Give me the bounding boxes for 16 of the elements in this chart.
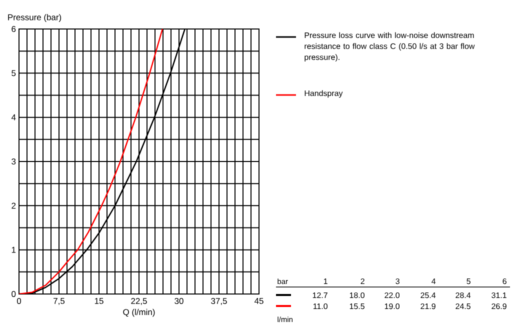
- y-tick-label: 4: [11, 114, 16, 120]
- x-tick-label: 7,5: [54, 298, 65, 305]
- y-tick-label: 0: [12, 291, 16, 297]
- x-tick-label: 0: [16, 298, 22, 304]
- y-tick-label: 1: [12, 246, 16, 253]
- y-tick-label: 5: [12, 70, 16, 76]
- x-tick-label: 30: [174, 298, 184, 304]
- x-tick-label: 15: [94, 298, 104, 304]
- x-tick-label: 37,5: [211, 298, 227, 306]
- y-tick-label: 2: [12, 202, 16, 209]
- y-tick-label: 6: [12, 26, 16, 32]
- x-tick-label: 22,5: [131, 298, 147, 306]
- x-axis-title: Q (l/min): [123, 308, 155, 317]
- y-axis-title: Pressure (bar): [8, 14, 62, 22]
- x-tick-label: 45: [254, 298, 264, 304]
- y-tick-label: 3: [12, 158, 16, 164]
